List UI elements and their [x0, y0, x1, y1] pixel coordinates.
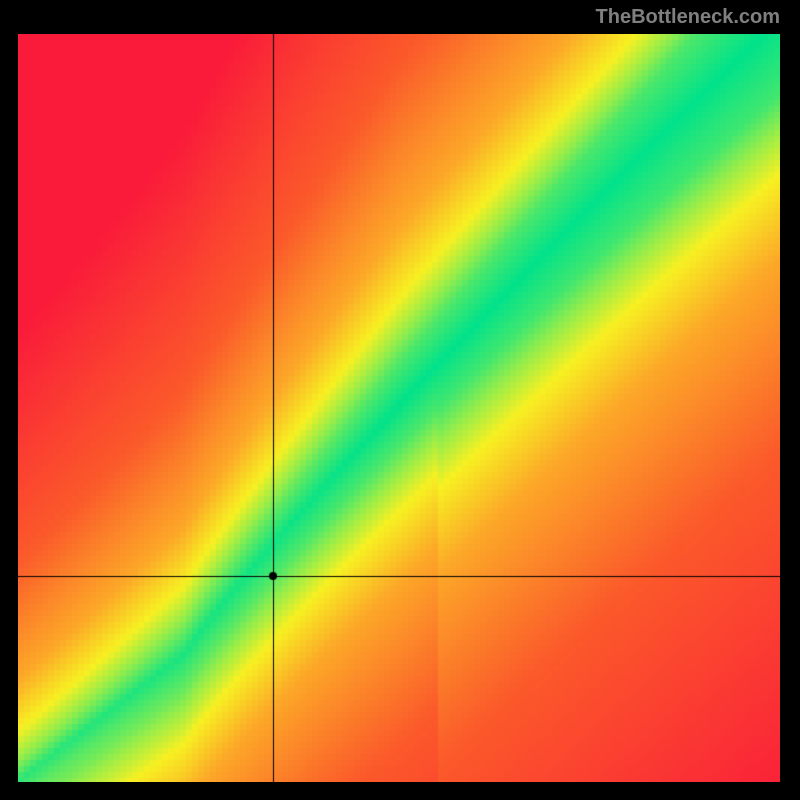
- chart-container: TheBottleneck.com: [0, 0, 800, 800]
- heatmap-plot: [18, 34, 780, 782]
- watermark-text: TheBottleneck.com: [596, 6, 780, 29]
- heatmap-canvas: [18, 34, 780, 782]
